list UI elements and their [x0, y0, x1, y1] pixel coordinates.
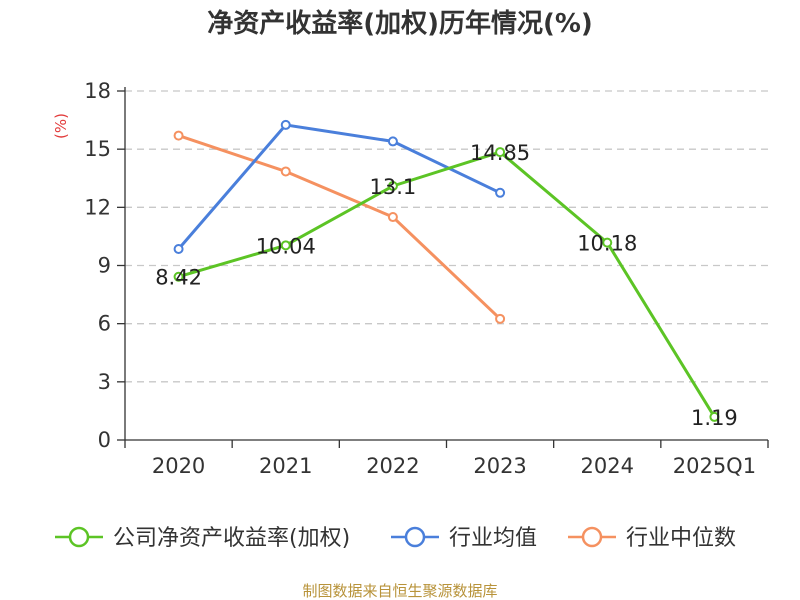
y-tick-label: 3 — [98, 370, 111, 394]
x-tick-label: 2025Q1 — [673, 454, 756, 478]
series-line — [178, 134, 502, 320]
y-tick-label: 6 — [98, 312, 111, 336]
legend: 公司净资产收益率(加权) 行业均值 行业中位数 — [55, 526, 736, 551]
legend-item: 行业均值 — [391, 526, 537, 551]
legend-label: 行业中位数 — [626, 526, 736, 551]
y-tick-label: 12 — [84, 195, 111, 219]
series-line — [178, 150, 716, 418]
x-tick-label: 2024 — [581, 454, 634, 478]
data-label: 10.04 — [256, 234, 316, 258]
data-point — [709, 411, 720, 422]
y-tick-label: 0 — [98, 428, 111, 452]
data-point — [173, 271, 184, 282]
data-label: 10.18 — [577, 232, 637, 256]
data-point — [387, 212, 398, 223]
x-tick-label: 2020 — [152, 454, 205, 478]
data-label: 8.42 — [155, 266, 202, 290]
data-point — [495, 147, 506, 158]
grid-lines — [125, 90, 768, 383]
y-tick-label: 9 — [98, 254, 111, 278]
legend-item: 公司净资产收益率(加权) — [55, 526, 350, 551]
y-axis-unit: (%) — [52, 113, 70, 139]
data-point — [387, 136, 398, 147]
data-point — [602, 237, 613, 248]
legend-circle-icon — [404, 526, 426, 548]
data-label: 13.1 — [370, 175, 417, 199]
legend-item: 行业中位数 — [568, 526, 736, 551]
legend-label: 行业均值 — [449, 526, 537, 551]
x-tick-label: 2022 — [366, 454, 419, 478]
data-label: 14.85 — [470, 141, 530, 165]
x-tick-label: 2021 — [259, 454, 312, 478]
data-labels: 8.42 10.04 13.1 14.85 10.18 1.19 — [155, 141, 738, 430]
series-line — [177, 123, 501, 250]
axes: 0 3 6 9 12 15 18 2020 2021 2022 2023 2024 2025Q1 — [84, 79, 769, 478]
data-point — [280, 119, 291, 130]
y-tick-label: 15 — [84, 137, 111, 161]
y-tick-label: 18 — [84, 79, 111, 103]
legend-circle-icon — [68, 526, 90, 548]
data-point — [173, 244, 184, 255]
data-point — [495, 313, 506, 324]
legend-circle-icon — [581, 526, 603, 548]
x-tick-label: 2023 — [473, 454, 526, 478]
data-label: 1.19 — [691, 406, 738, 430]
series-layer — [173, 119, 720, 422]
data-point — [280, 240, 291, 251]
data-point — [387, 181, 398, 192]
data-point — [280, 166, 291, 177]
source-note: 制图数据来自恒生聚源数据库 — [302, 582, 497, 600]
chart-title: 净资产收益率(加权)历年情况(%) — [207, 8, 593, 39]
data-point — [173, 130, 184, 141]
data-point — [495, 187, 506, 198]
legend-label: 公司净资产收益率(加权) — [113, 526, 350, 551]
